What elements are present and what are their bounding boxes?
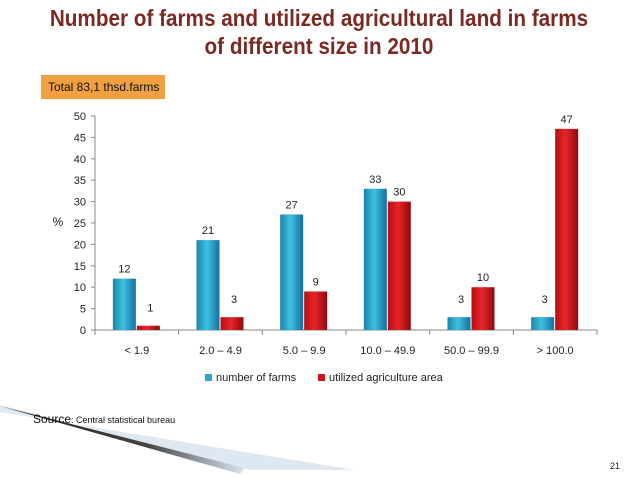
data-label: 3 [231, 294, 237, 306]
data-label: 12 [118, 264, 130, 276]
bar-number-of-farms [196, 240, 220, 330]
y-tick-label: 35 [74, 175, 86, 187]
bar-agriculture-area [220, 317, 244, 330]
x-tick-label: 5.0 – 9.9 [283, 345, 326, 357]
data-label: 9 [313, 276, 319, 288]
bar-number-of-farms [280, 214, 304, 330]
y-tick-label: 10 [74, 282, 86, 294]
data-label: 27 [286, 199, 298, 211]
y-tick-label: 25 [74, 218, 86, 230]
data-label: 10 [477, 272, 489, 284]
y-tick-label: 0 [80, 325, 86, 337]
bar-agriculture-area [555, 128, 579, 330]
x-tick-label: > 100.0 [537, 345, 574, 357]
data-label: 3 [542, 294, 548, 306]
y-tick-label: 5 [80, 304, 86, 316]
y-tick-label: 45 [74, 132, 86, 144]
x-tick-label: 50.0 – 99.9 [444, 345, 499, 357]
bar-number-of-farms [447, 317, 471, 330]
legend-swatch [318, 374, 325, 381]
x-tick-label: < 1.9 [124, 345, 149, 357]
bar-agriculture-area [471, 287, 495, 330]
y-tick-label: 30 [74, 197, 86, 209]
source-note: Source: Central statistical bureau [33, 412, 175, 426]
bar-number-of-farms [112, 278, 136, 330]
title-line-1: Number of farms and utilized agricultura… [49, 5, 589, 31]
data-label: 30 [393, 187, 405, 199]
data-label: 47 [561, 114, 573, 126]
data-label: 3 [458, 294, 464, 306]
bar-number-of-farms [363, 188, 387, 330]
data-label: 1 [147, 303, 153, 315]
data-label: 33 [369, 174, 381, 186]
page-number: 21 [610, 461, 621, 471]
title-line-2: of different size in 2010 [204, 33, 434, 59]
legend-label: number of farms [216, 372, 297, 384]
decorative-arrow [0, 406, 245, 474]
source-text: : Central statistical bureau [71, 415, 176, 425]
total-farms-box: Total 83,1 thsd.farms [41, 75, 165, 99]
legend-swatch [205, 374, 212, 381]
x-tick-label: 2.0 – 4.9 [199, 345, 242, 357]
y-tick-label: 20 [74, 239, 86, 251]
y-tick-label: 15 [74, 261, 86, 273]
y-tick-label: 50 [74, 111, 86, 123]
legend-label: utilized agriculture area [329, 372, 444, 384]
bar-agriculture-area [136, 325, 160, 330]
bar-number-of-farms [531, 317, 555, 330]
y-tick-label: 40 [74, 154, 86, 166]
data-label: 21 [202, 225, 214, 237]
bar-agriculture-area [387, 201, 411, 330]
y-axis-label: % [53, 215, 64, 229]
bar-agriculture-area [304, 291, 328, 330]
source-label: Source [33, 412, 72, 426]
slide-title: Number of farms and utilized agricultura… [32, 4, 606, 60]
x-tick-label: 10.0 – 49.9 [360, 345, 415, 357]
